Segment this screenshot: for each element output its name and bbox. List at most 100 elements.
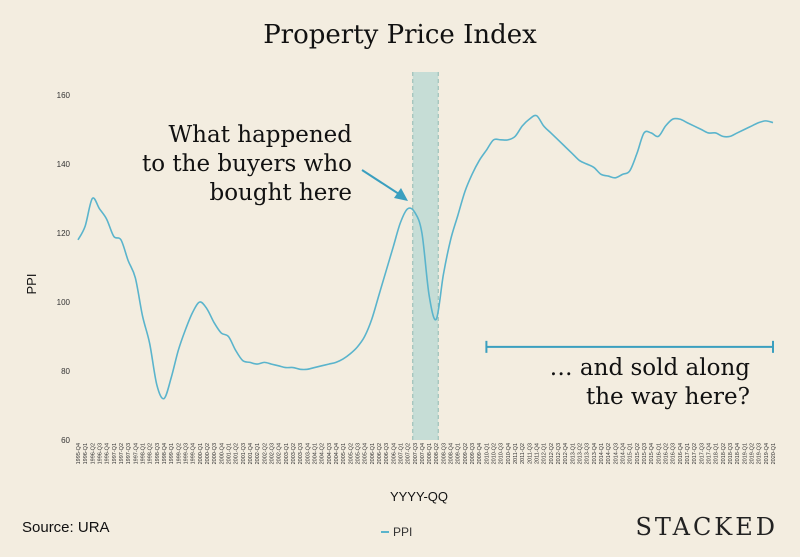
x-tick-label: 2006-Q2 — [377, 443, 383, 464]
x-tick-label: 2003-Q3 — [298, 443, 304, 464]
ppi-data-point — [291, 366, 294, 369]
ppi-data-point — [313, 366, 316, 369]
ppi-data-point — [105, 218, 108, 221]
ppi-data-point — [327, 363, 330, 366]
x-tick-label: 1996-Q4 — [105, 443, 111, 464]
ppi-data-point — [757, 121, 760, 124]
x-tick-label: 1998-Q1 — [140, 443, 146, 464]
x-tick-label: 2019-Q4 — [764, 443, 770, 464]
x-tick-label: 1996-Q1 — [83, 443, 89, 464]
ppi-data-point — [420, 232, 423, 235]
x-tick-label: 1996-Q2 — [90, 443, 96, 464]
ppi-data-point — [141, 314, 144, 317]
ppi-data-point — [91, 197, 94, 200]
ppi-data-point — [542, 125, 545, 128]
x-tick-label: 2017-Q1 — [685, 443, 691, 464]
ppi-data-point — [607, 175, 610, 178]
ppi-data-point — [342, 357, 345, 360]
x-tick-label: 2011-Q1 — [513, 443, 519, 464]
x-tick-label: 2019-Q2 — [750, 443, 756, 464]
x-tick-label: 2000-Q4 — [219, 443, 225, 464]
x-tick-label: 2013-Q3 — [585, 443, 591, 464]
x-tick-label: 2016-Q3 — [671, 443, 677, 464]
ppi-data-point — [657, 135, 660, 138]
x-tick-label: 2008-Q3 — [441, 443, 447, 464]
x-tick-label: 2017-Q2 — [692, 443, 698, 464]
ppi-data-point — [306, 368, 309, 371]
ppi-data-point — [549, 131, 552, 134]
ppi-data-point — [650, 131, 653, 134]
ppi-data-point — [506, 138, 509, 141]
ppi-data-point — [284, 366, 287, 369]
x-tick-label: 2000-Q3 — [212, 443, 218, 464]
ppi-data-point — [148, 342, 151, 345]
x-tick-label: 2001-Q1 — [226, 443, 232, 464]
x-tick-label: 2003-Q2 — [291, 443, 297, 464]
x-tick-label: 1997-Q1 — [112, 443, 118, 464]
ppi-data-point — [428, 294, 431, 297]
x-tick-label: 2009-Q3 — [470, 443, 476, 464]
y-tick-label: 160 — [57, 91, 71, 100]
x-tick-label: 2013-Q2 — [578, 443, 584, 464]
ppi-data-point — [671, 118, 674, 121]
x-tick-label: 1995-Q4 — [76, 443, 82, 464]
x-tick-label: 2020-Q1 — [771, 443, 777, 464]
x-tick-label: 2016-Q4 — [678, 443, 684, 464]
x-tick-label: 2013-Q1 — [570, 443, 576, 464]
ppi-data-point — [592, 166, 595, 169]
ppi-data-point — [621, 173, 624, 176]
ppi-data-point — [600, 173, 603, 176]
x-tick-label: 2002-Q3 — [269, 443, 275, 464]
x-tick-label: 2000-Q1 — [198, 443, 204, 464]
x-tick-label: 2017-Q3 — [699, 443, 705, 464]
ppi-data-point — [98, 207, 101, 210]
ppi-data-point — [127, 259, 130, 262]
ppi-data-point — [528, 118, 531, 121]
x-tick-label: 1997-Q2 — [119, 443, 125, 464]
ppi-data-point — [191, 311, 194, 314]
x-tick-label: 2010-Q1 — [484, 443, 490, 464]
ppi-data-point — [499, 138, 502, 141]
ppi-data-point — [693, 125, 696, 128]
ppi-data-point — [729, 135, 732, 138]
x-tick-label: 2006-Q4 — [391, 443, 397, 464]
ppi-data-point — [363, 335, 366, 338]
x-tick-label: 1996-Q3 — [97, 443, 103, 464]
ppi-data-point — [277, 364, 280, 367]
ppi-data-point — [349, 352, 352, 355]
x-tick-label: 1998-Q4 — [162, 443, 168, 464]
ppi-data-point — [485, 149, 488, 152]
x-tick-label: 2003-Q4 — [305, 443, 311, 464]
ppi-data-point — [707, 131, 710, 134]
x-tick-label: 2015-Q3 — [642, 443, 648, 464]
ppi-data-point — [392, 245, 395, 248]
ppi-data-point — [227, 335, 230, 338]
ppi-data-point — [198, 301, 201, 304]
x-tick-label: 2004-Q4 — [334, 443, 340, 464]
x-tick-label: 2005-Q1 — [341, 443, 347, 464]
x-tick-label: 2011-Q3 — [527, 443, 533, 464]
annotation-buyers-line-3: bought here — [209, 180, 352, 206]
ppi-data-point — [492, 138, 495, 141]
x-tick-label: 2019-Q1 — [742, 443, 748, 464]
ppi-data-point — [112, 235, 115, 238]
x-tick-label: 2012-Q1 — [542, 443, 548, 464]
x-tick-label: 1999-Q2 — [176, 443, 182, 464]
x-tick-label: 2008-Q4 — [449, 443, 455, 464]
ppi-data-point — [299, 368, 302, 371]
ppi-data-point — [155, 383, 158, 386]
ppi-data-point — [743, 128, 746, 131]
x-tick-label: 2012-Q3 — [556, 443, 562, 464]
x-tick-label: 2003-Q1 — [284, 443, 290, 464]
x-tick-label: 2006-Q3 — [384, 443, 390, 464]
ppi-data-point — [377, 294, 380, 297]
ppi-data-point — [478, 159, 481, 162]
ppi-data-point — [564, 145, 567, 148]
x-tick-label: 2014-Q4 — [621, 443, 627, 464]
chart-title: Property Price Index — [263, 20, 537, 50]
x-tick-label: 2004-Q2 — [320, 443, 326, 464]
ppi-data-point — [370, 318, 373, 321]
x-tick-label: 2016-Q1 — [656, 443, 662, 464]
ppi-data-point — [170, 376, 173, 379]
x-tick-label: 2018-Q2 — [721, 443, 727, 464]
